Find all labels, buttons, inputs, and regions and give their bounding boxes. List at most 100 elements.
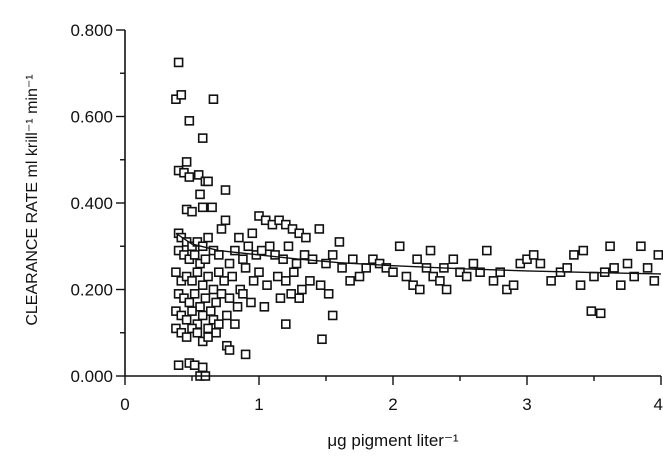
data-point [197,133,208,143]
data-point [189,360,200,370]
data-point [441,284,452,295]
data-point [181,314,192,325]
data-point [207,202,217,213]
data-point [605,241,615,252]
data-point [211,297,221,308]
data-point [475,267,485,278]
x-tick-label: 0 [120,395,129,414]
data-point [203,176,213,187]
x-tick-label: 4 [654,395,663,414]
data-point [254,267,264,278]
data-point [227,271,237,282]
data-point [187,206,197,217]
data-point [461,271,472,282]
data-point [280,276,291,286]
data-point [214,250,224,260]
data-point [546,276,556,286]
data-point [636,241,646,252]
data-point [578,245,589,256]
data-point [220,215,231,226]
data-point [278,254,288,265]
y-axis-ticks: 0.000 0.200 0.400 0.600 0.800 [70,21,125,386]
data-point [354,271,365,282]
data-point [314,224,325,234]
data-point [586,306,597,316]
data-point [569,250,579,260]
data-point [203,323,213,334]
y-tick-label: 0.800 [70,21,113,40]
data-point [291,258,302,269]
data-point [256,245,267,256]
data-point [294,293,305,303]
data-point [208,94,219,104]
data-point [195,301,205,312]
data-point [262,280,272,290]
data-point [615,280,626,290]
data-point [232,301,243,312]
data-point [323,289,334,299]
data-point [219,276,229,286]
x-tick-label: 3 [522,395,531,414]
y-tick-label: 0.400 [70,194,113,213]
data-point [448,254,459,265]
data-point [171,267,181,278]
data-point [248,276,259,286]
data-point [535,258,546,269]
data-point [649,276,660,286]
data-point [214,319,224,329]
data-point [289,267,299,278]
data-point [214,267,224,278]
fit-curve [175,232,662,275]
y-axis-title: CLEARANCE RATE ml krill⁻¹ min⁻¹ [24,74,41,325]
data-point [200,293,211,303]
data-point [224,293,235,303]
data-point [508,280,519,290]
data-point [388,267,398,278]
data-point [197,280,208,290]
x-axis-ticks: 0 1 2 3 4 [120,376,663,414]
data-point [264,241,275,252]
data-point [181,157,192,167]
data-point [192,327,203,338]
data-point [224,345,235,355]
data-point [270,250,280,260]
data-point [216,224,227,234]
data-point [208,284,219,295]
data-point [435,276,445,286]
data-point [187,306,197,316]
data-point [305,276,315,286]
data-point [181,332,192,342]
data-point [184,116,195,126]
data-point [173,360,184,370]
data-point [394,241,405,252]
data-point [203,232,213,243]
data-point [205,306,216,316]
data-point [230,245,240,256]
data-point [301,232,311,243]
data-point [173,57,184,68]
data-point [195,189,205,200]
data-point [200,254,211,265]
data-point [243,241,254,252]
data-point [286,289,296,299]
y-tick-label: 0.200 [70,281,113,300]
data-point [189,289,200,299]
data-point [315,280,326,290]
data-point [203,271,213,282]
data-point [488,276,499,286]
data-point [247,228,258,239]
data-point [629,271,640,282]
data-point [327,250,338,260]
data-point [275,293,286,303]
data-point [220,185,231,195]
data-point [321,258,331,269]
data-point [283,241,294,252]
data-point [575,280,586,290]
data-point [595,308,606,319]
data-point [240,349,251,360]
data-point [361,263,372,273]
data-point [299,250,310,260]
data-point [176,90,187,100]
